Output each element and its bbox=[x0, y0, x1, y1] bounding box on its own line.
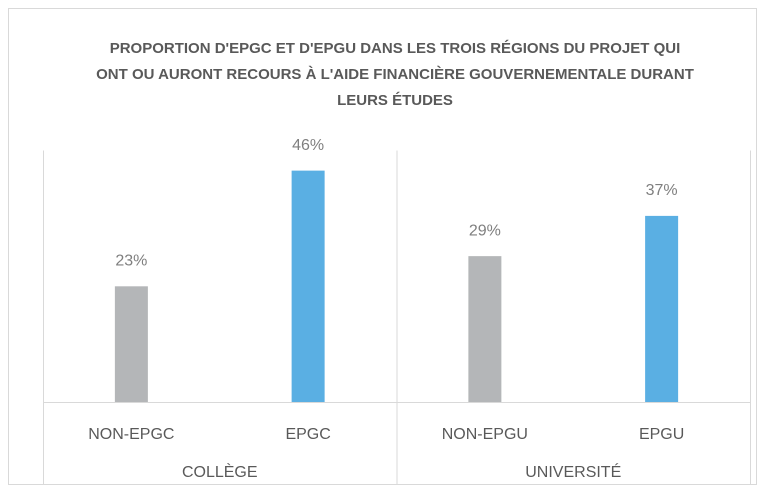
bar bbox=[468, 256, 502, 402]
x-tick-label: NON-EPGU bbox=[442, 426, 528, 443]
bar bbox=[645, 215, 679, 402]
data-label: 46% bbox=[292, 137, 324, 154]
bar bbox=[291, 170, 325, 402]
x-tick-label: NON-EPGC bbox=[88, 426, 174, 443]
data-label: 37% bbox=[646, 182, 678, 199]
bar bbox=[114, 286, 148, 402]
group-label: COLLÈGE bbox=[182, 462, 258, 481]
data-label: 23% bbox=[115, 253, 147, 270]
x-tick-label: EPGC bbox=[285, 426, 330, 443]
group-label: UNIVERSITÉ bbox=[525, 462, 621, 481]
chart-title: PROPORTION D'EPGC ET D'EPGU DANS LES TRO… bbox=[96, 40, 694, 109]
chart-border bbox=[8, 8, 757, 485]
x-tick-label: EPGU bbox=[639, 426, 684, 443]
data-label: 29% bbox=[469, 222, 501, 239]
